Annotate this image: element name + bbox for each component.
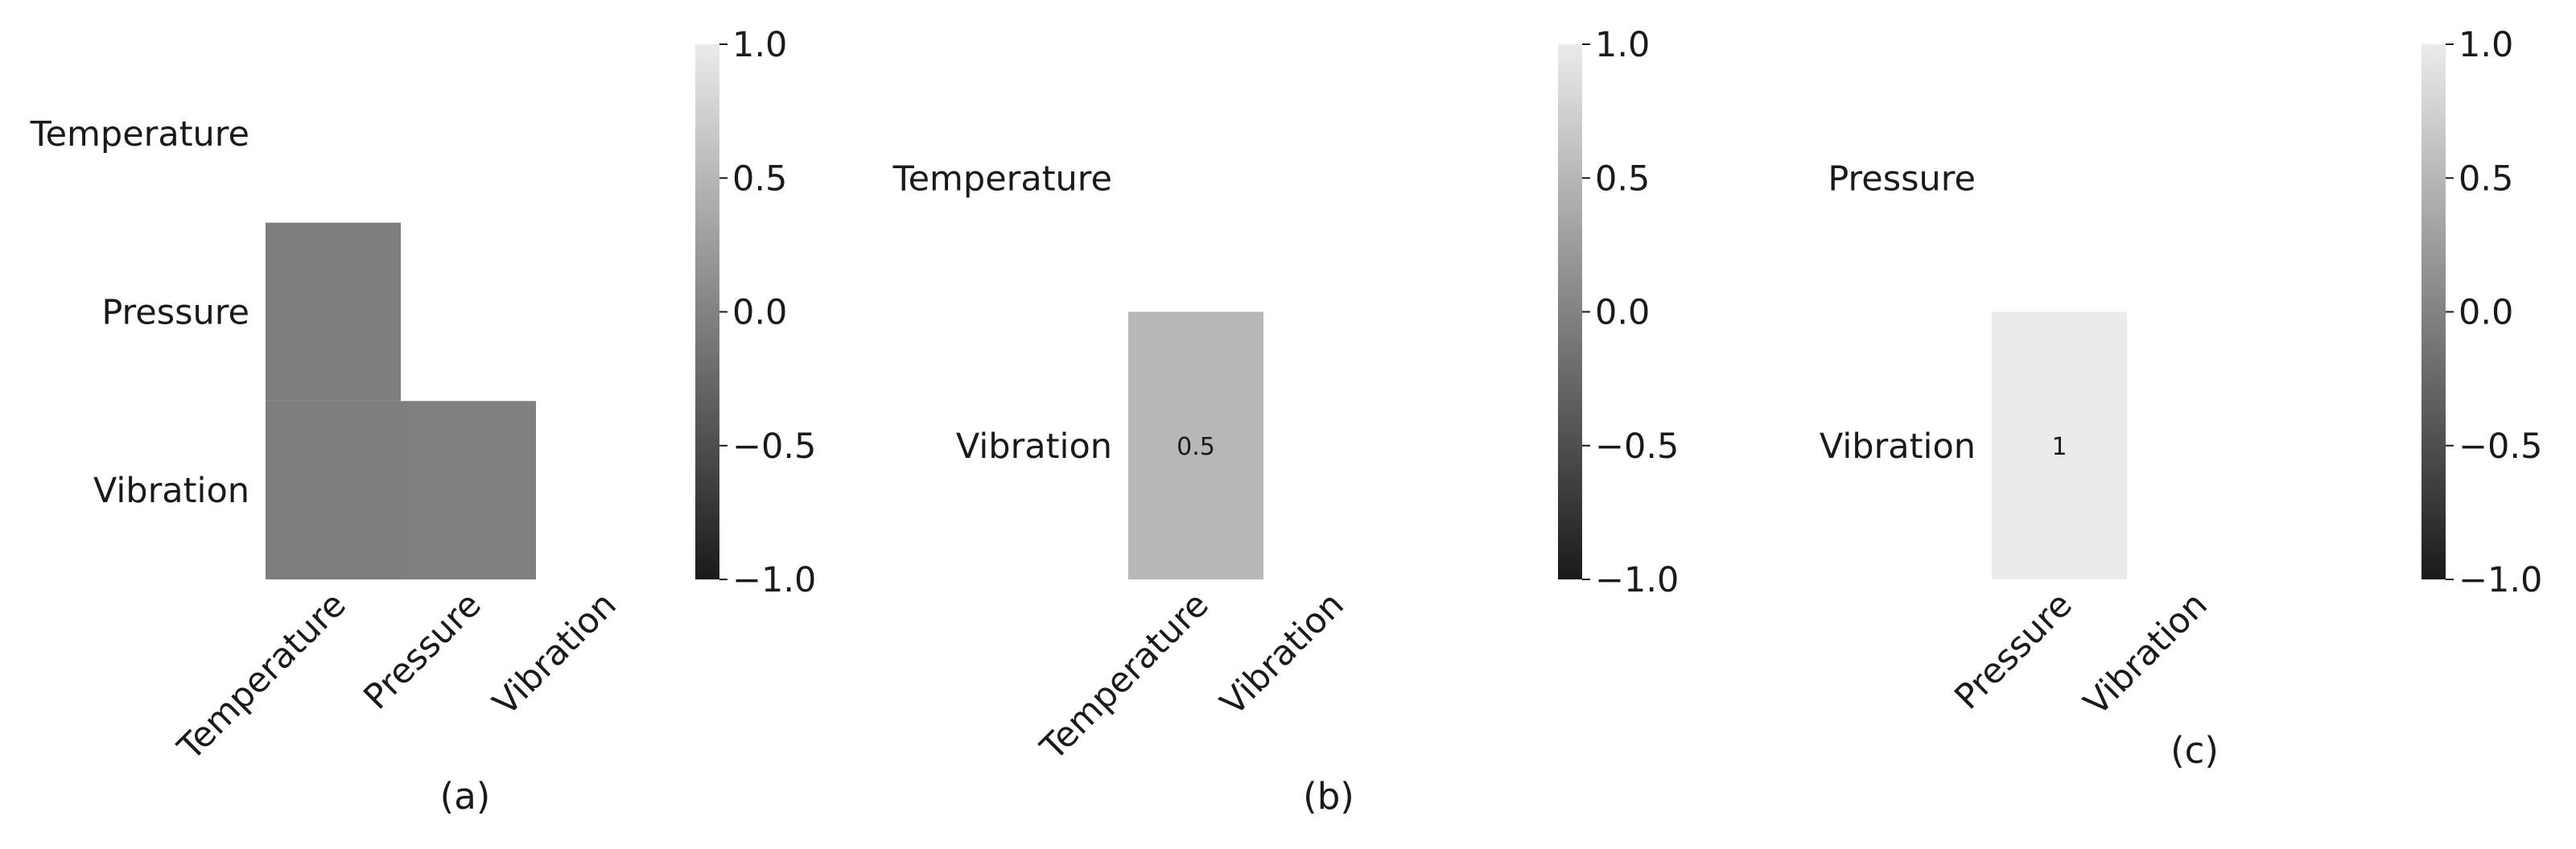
row-label: Pressure	[101, 293, 249, 333]
column-label: Vibration	[1213, 584, 1352, 723]
colorbar-tick-label: −0.5	[732, 427, 816, 467]
row-label: Vibration	[956, 427, 1112, 467]
colorbar-tick-label: 1.0	[2459, 25, 2513, 65]
row-label: Vibration	[93, 471, 249, 511]
heatmap-cell	[266, 222, 401, 402]
colorbar-tick-label: −0.5	[2459, 427, 2542, 467]
row-label: Temperature	[892, 159, 1112, 199]
colorbar-tick-label: 0.0	[1595, 293, 1650, 333]
colorbar-tick-label: 0.0	[2459, 293, 2513, 333]
row-label: Vibration	[1820, 427, 1976, 467]
heatmap-cell	[1992, 311, 2127, 579]
colorbar	[1558, 44, 1582, 579]
colorbar	[2421, 44, 2446, 579]
heatmap-panel-c: 1PressureVibrationPressureVibration1.00.…	[1820, 25, 2543, 772]
colorbar-tick-label: −1.0	[732, 560, 816, 600]
colorbar-tick-label: 0.5	[2459, 159, 2513, 199]
column-label: Pressure	[357, 584, 489, 717]
colorbar-tick-label: −1.0	[1595, 560, 1679, 600]
heatmap-cell	[266, 401, 401, 579]
colorbar-tick-label: 0.5	[1595, 159, 1650, 199]
column-label: Vibration	[485, 584, 624, 723]
colorbar-tick-label: 1.0	[732, 25, 787, 65]
panel-caption: (a)	[440, 775, 491, 818]
colorbar-tick-label: 0.0	[732, 293, 787, 333]
row-label: Temperature	[30, 114, 249, 155]
column-label: Pressure	[1947, 584, 2080, 717]
heatmap-cell	[401, 401, 536, 579]
colorbar-tick-label: −1.0	[2459, 560, 2542, 600]
heatmap-cell	[1128, 311, 1263, 579]
colorbar-tick-label: −0.5	[1595, 427, 1679, 467]
column-label: Temperature	[170, 584, 354, 769]
colorbar-tick-label: 1.0	[1595, 25, 1650, 65]
column-label: Temperature	[1032, 584, 1217, 769]
heatmap-panel-b: 0.5TemperatureVibrationTemperatureVibrat…	[892, 25, 1680, 818]
row-label: Pressure	[1828, 159, 1976, 199]
colorbar-tick-label: 0.5	[732, 159, 787, 199]
colorbar	[695, 44, 719, 579]
column-label: Vibration	[2076, 584, 2215, 723]
cell-annotation: 0.5	[1177, 433, 1215, 461]
panel-caption: (c)	[2170, 729, 2219, 772]
panel-caption: (b)	[1303, 775, 1354, 818]
cell-annotation: 1	[2051, 433, 2067, 461]
